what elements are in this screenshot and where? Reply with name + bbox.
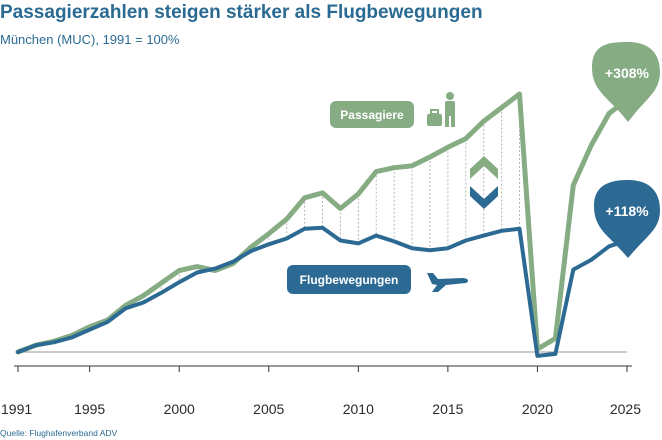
chart-title: Passagierzahlen steigen stärker als Flug… bbox=[0, 2, 483, 23]
x-tick-label-2020: 2020 bbox=[522, 401, 553, 417]
x-tick-label-1995: 1995 bbox=[74, 401, 105, 417]
legend-passagiere-badge bbox=[330, 101, 414, 128]
x-tick-label-1991: 1991 bbox=[1, 401, 32, 417]
legend-flugbewegungen-label: Flugbewegungen bbox=[300, 273, 399, 287]
end-label-passagiere: +308% bbox=[605, 65, 650, 81]
chart-subtitle: München (MUC), 1991 = 100% bbox=[0, 32, 180, 47]
end-pin-passagiere: +308% bbox=[592, 42, 660, 122]
legend-flugbewegungen-badge bbox=[287, 265, 411, 294]
series-line-passagiere bbox=[15, 91, 630, 355]
x-axis-ticks: 1991 1995 2000 2005 2010 2015 2020 2025 bbox=[1, 366, 641, 417]
x-tick-label-2010: 2010 bbox=[343, 401, 374, 417]
x-tick-label-2000: 2000 bbox=[164, 401, 195, 417]
series-line-flugbewegungen bbox=[16, 225, 629, 358]
end-label-flugbewegungen: +118% bbox=[605, 203, 649, 219]
x-tick-label-2005: 2005 bbox=[253, 401, 284, 417]
x-tick-label-2025: 2025 bbox=[610, 401, 641, 417]
traveler-with-suitcase-icon bbox=[427, 92, 455, 127]
end-pin-flugbewegungen: +118% bbox=[594, 180, 660, 258]
difference-droplines bbox=[53, 94, 521, 343]
x-tick-label-2015: 2015 bbox=[432, 401, 463, 417]
chevron-up-down-icon bbox=[470, 156, 498, 209]
airplane-icon bbox=[427, 273, 469, 292]
legend-flugbewegungen: Flugbewegungen bbox=[287, 265, 469, 294]
chevron-down-icon bbox=[470, 186, 498, 209]
legend-passagiere: Passagiere bbox=[330, 92, 455, 128]
source-note: Quelle: Flughafenverband ADV bbox=[0, 428, 118, 438]
legend-passagiere-label: Passagiere bbox=[340, 108, 404, 122]
chevron-up-icon bbox=[470, 156, 498, 179]
